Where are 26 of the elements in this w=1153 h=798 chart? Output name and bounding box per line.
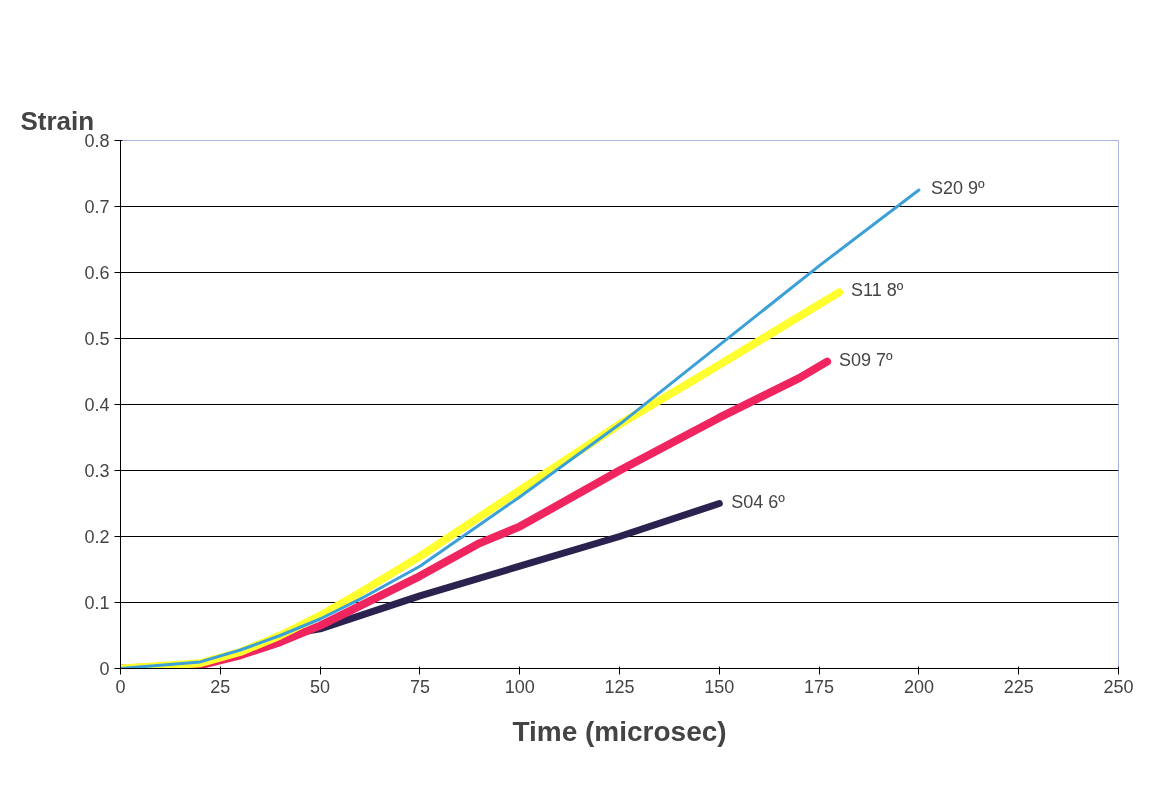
y-tick-label: 0.6 bbox=[84, 263, 110, 283]
series-label: S04 6º bbox=[731, 491, 786, 512]
x-tick-label: 175 bbox=[804, 676, 835, 697]
x-tick-label: 100 bbox=[504, 676, 535, 697]
series-label: S20 9º bbox=[930, 178, 985, 198]
y-tick-label: 0 bbox=[99, 659, 110, 679]
x-tick-label: 50 bbox=[310, 676, 331, 697]
y-tick-label: 0.3 bbox=[84, 461, 110, 481]
x-axis-title: Time (microsec) bbox=[512, 715, 727, 747]
x-tick-label: 0 bbox=[115, 676, 126, 697]
x-tick-label: 75 bbox=[409, 676, 430, 697]
series-label: S09 7º bbox=[839, 349, 894, 370]
y-tick-label: 0.2 bbox=[84, 527, 110, 547]
x-tick-label: 125 bbox=[604, 676, 635, 697]
x-tick-label: 225 bbox=[1003, 676, 1034, 697]
y-tick-label: 0.4 bbox=[84, 395, 110, 415]
y-tick-label: 0.5 bbox=[84, 329, 110, 349]
y-tick-label: 0.8 bbox=[84, 131, 110, 151]
y-tick-label: 0.1 bbox=[84, 593, 110, 613]
x-tick-label: 200 bbox=[903, 676, 934, 697]
x-tick-label: 150 bbox=[704, 676, 735, 697]
x-tick-label: 250 bbox=[1103, 676, 1134, 697]
y-tick-label: 0.7 bbox=[84, 197, 110, 217]
line-series bbox=[120, 188, 921, 669]
series-label: S11 8º bbox=[851, 280, 904, 301]
x-tick-label: 25 bbox=[210, 676, 231, 697]
